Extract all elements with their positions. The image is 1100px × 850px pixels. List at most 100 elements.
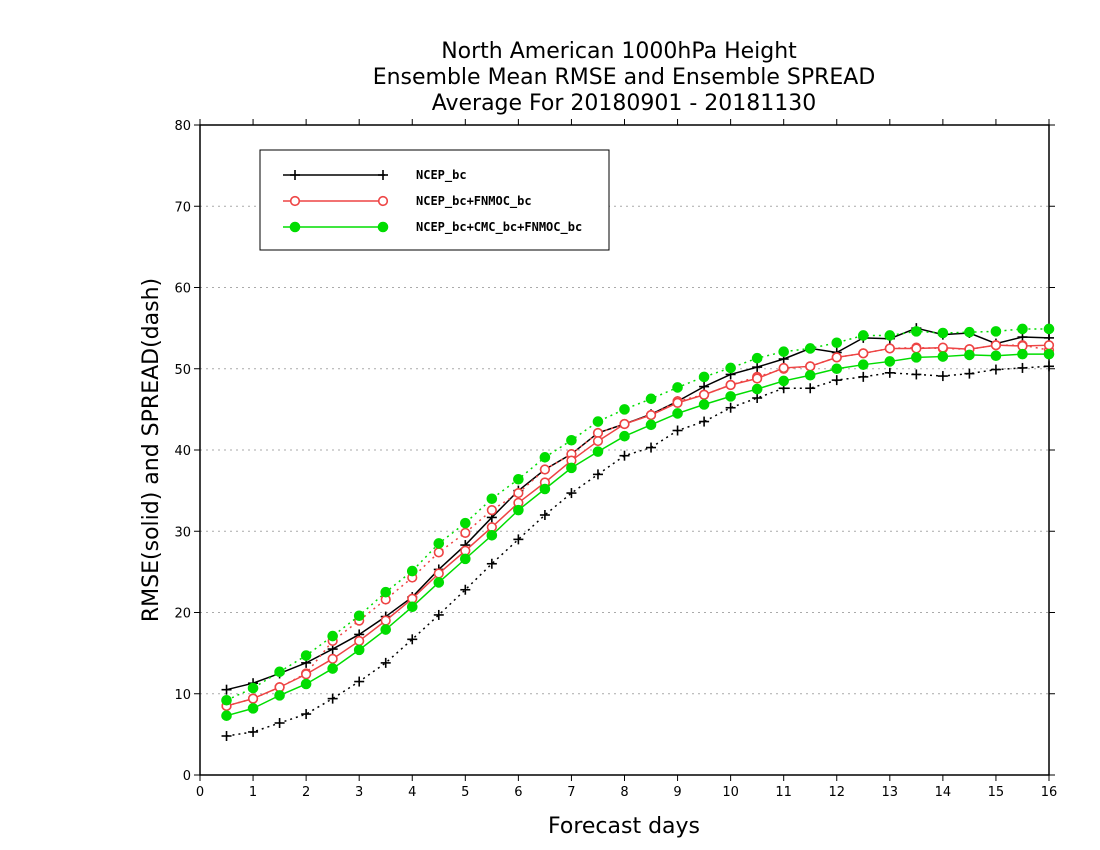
rmse-point <box>778 362 789 374</box>
y-tick-label: 40 <box>174 444 191 459</box>
x-tick-label: 14 <box>935 785 952 800</box>
spread-point <box>460 527 471 538</box>
spread-point <box>831 375 842 386</box>
spread-point <box>406 565 418 577</box>
rmse-point <box>1043 348 1055 360</box>
spread-point <box>433 609 444 620</box>
legend-marker <box>378 170 388 180</box>
spread-point <box>566 434 577 446</box>
spread-point <box>698 371 710 383</box>
title-line-1: North American 1000hPa Height <box>441 39 797 64</box>
spread-point <box>513 487 524 499</box>
x-tick-label: 3 <box>355 785 363 800</box>
x-tick-label: 8 <box>620 785 628 800</box>
rmse-point <box>752 373 763 384</box>
spread-point <box>247 682 259 694</box>
y-tick-label: 50 <box>174 363 191 378</box>
x-tick-label: 7 <box>567 785 575 800</box>
legend-item: NCEP_bc+FNMOC_bc <box>283 194 532 209</box>
spread-point <box>433 538 445 549</box>
rmse-point <box>937 342 948 353</box>
spread-point <box>619 404 630 415</box>
legend-label: NCEP_bc <box>416 168 467 183</box>
rmse-point <box>990 340 1002 351</box>
x-tick-label: 10 <box>722 785 739 800</box>
legend: NCEP_bc NCEP_bc+FNMOC_bc NCEP_bc+CMC_bc+FN… <box>259 149 610 251</box>
rmse-point <box>725 379 736 391</box>
rmse-point <box>221 710 232 721</box>
spread-point <box>566 488 577 499</box>
legend-label: NCEP_bc+FNMOC_bc <box>416 194 532 209</box>
rmse-point <box>911 352 922 363</box>
spread-point <box>592 427 604 439</box>
rmse-point <box>221 684 232 695</box>
spread-point <box>460 584 471 595</box>
spread-point <box>486 493 498 505</box>
rmse-point <box>725 391 736 402</box>
rmse-point <box>486 530 498 541</box>
rmse-point <box>566 462 577 474</box>
axis-ticks <box>194 119 1055 781</box>
spread-point <box>1017 323 1028 335</box>
spread-point <box>274 666 285 678</box>
spread-line <box>226 328 1049 701</box>
spread-point <box>353 610 365 622</box>
rmse-point <box>380 624 392 635</box>
rmse-point <box>884 356 896 367</box>
rmse-point <box>911 343 922 354</box>
spread-point <box>486 505 497 516</box>
y-tick-label: 20 <box>174 607 191 622</box>
x-tick-label: 11 <box>775 785 792 800</box>
rmse-point <box>672 397 683 408</box>
spread-line <box>226 365 1050 737</box>
chart-title: North American 1000hPa Height Ensemble M… <box>373 39 876 116</box>
spread-point <box>407 634 418 645</box>
y-tick-label: 30 <box>174 525 191 540</box>
title-line-3: Average For 20180901 - 20181130 <box>432 91 817 116</box>
spread-point <box>592 469 603 480</box>
spread-point <box>911 369 922 380</box>
rmse-point <box>353 644 365 656</box>
rmse-point <box>751 383 763 395</box>
rmse-point <box>433 568 444 579</box>
spread-point <box>300 650 312 661</box>
y-tick-label: 70 <box>174 200 191 215</box>
rmse-point <box>592 435 604 447</box>
spread-point <box>672 382 683 393</box>
spread-point <box>964 326 975 338</box>
spread-point <box>433 547 444 558</box>
legend-marker <box>377 221 389 233</box>
rmse-point <box>274 690 285 701</box>
spread-point <box>274 718 285 728</box>
y-tick-label: 80 <box>174 119 191 134</box>
rmse-point <box>937 351 949 362</box>
rmse-point <box>247 703 259 714</box>
legend-marker <box>289 195 301 207</box>
spread-point <box>221 731 232 741</box>
rmse-point <box>804 369 816 381</box>
series-layer <box>221 323 1055 741</box>
rmse-point <box>752 362 763 373</box>
legend-item: NCEP_bc+CMC_bc+FNMOC_bc <box>283 220 582 235</box>
x-tick-labels: 0 1 2 3 4 5 6 7 8 9 10 11 12 13 14 15 16 <box>196 785 1057 800</box>
spread-point <box>354 676 365 687</box>
spread-point <box>327 630 338 642</box>
spread-point <box>327 693 338 704</box>
rmse-point <box>354 635 365 647</box>
x-tick-label: 13 <box>882 785 899 800</box>
rmse-point <box>619 418 630 430</box>
spread-point <box>221 694 232 706</box>
legend-marker <box>289 221 301 233</box>
rmse-point <box>327 663 338 674</box>
rmse-point <box>831 352 842 363</box>
rmse-point <box>539 483 551 495</box>
rmse-point <box>805 361 816 372</box>
rmse-point <box>857 359 869 370</box>
spread-point <box>539 464 551 475</box>
rmse-point <box>698 399 710 410</box>
spread-point <box>751 352 763 364</box>
spread-point <box>248 726 259 737</box>
spread-point <box>645 393 657 405</box>
rmse-point <box>990 350 1002 362</box>
spread-point <box>804 343 816 354</box>
